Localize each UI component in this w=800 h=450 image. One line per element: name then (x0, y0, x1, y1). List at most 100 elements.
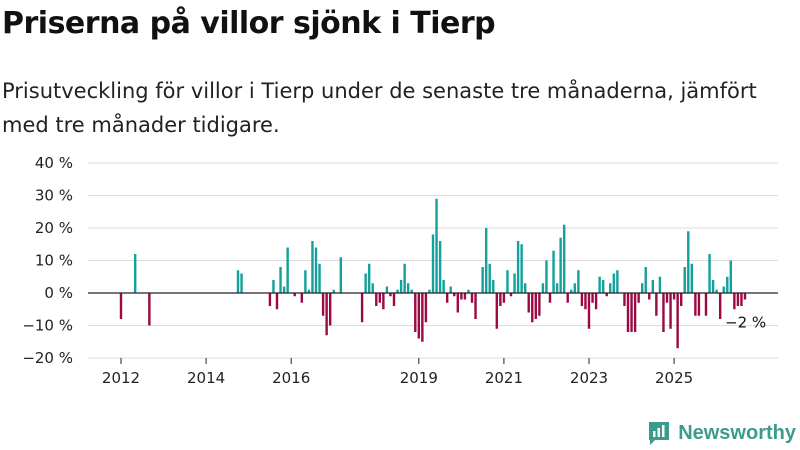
bar (697, 293, 701, 316)
bar (385, 286, 389, 293)
newsworthy-logo-icon (649, 422, 670, 445)
y-tick-label: 0 % (44, 284, 73, 302)
bar (601, 280, 605, 293)
y-tick-label: −10 % (22, 317, 73, 335)
bar (428, 289, 431, 293)
bar (669, 293, 672, 329)
bar (531, 293, 534, 323)
bar (364, 273, 367, 293)
bar (527, 293, 530, 313)
bar (584, 293, 587, 310)
bar (690, 263, 694, 293)
bar (321, 293, 325, 316)
x-axis: 2012 2014 2016 2019 2021 2023 2025 (102, 358, 693, 387)
bar (406, 283, 410, 293)
bar (332, 289, 335, 293)
bar (598, 276, 601, 293)
bar (626, 293, 630, 332)
bar (655, 293, 658, 316)
x-tick-label: 2012 (102, 369, 140, 387)
bar (616, 270, 619, 293)
bar (311, 241, 314, 293)
bar (474, 293, 477, 319)
bar (378, 293, 382, 303)
bar (399, 280, 403, 293)
y-axis-labels: −20 % −10 % 0 % 10 % 20 % 30 % 40 % (22, 154, 73, 367)
bar (672, 293, 676, 300)
bar (236, 270, 240, 293)
bar (453, 293, 456, 297)
bar (431, 234, 435, 293)
bar (573, 283, 577, 293)
chart-subtitle: Prisutveckling för villor i Tierp under … (2, 79, 757, 137)
bar (467, 289, 470, 293)
bar (594, 293, 598, 310)
bar (562, 224, 566, 293)
bar (495, 293, 499, 329)
bar (272, 280, 275, 293)
bar (679, 293, 683, 306)
bar (279, 267, 282, 293)
bar (623, 293, 626, 306)
bar (506, 270, 509, 293)
bar (633, 293, 637, 332)
bar (445, 293, 449, 303)
bar (722, 286, 725, 293)
x-tick-label: 2019 (400, 369, 438, 387)
bar (488, 263, 491, 293)
bars (119, 198, 747, 349)
bar (318, 263, 321, 293)
bar (286, 247, 289, 293)
bar (609, 283, 612, 293)
bar (736, 293, 740, 306)
bar (665, 293, 669, 303)
bar (516, 241, 520, 293)
bar (630, 293, 633, 332)
bar (538, 293, 541, 316)
bar (325, 293, 328, 336)
y-tick-label: 40 % (35, 154, 73, 172)
bar (729, 260, 733, 293)
bar-chart: −20 %−10 %0 %10 %20 %30 %40 % 2012 2014 20… (22, 154, 778, 387)
x-tick-label: 2016 (272, 369, 310, 387)
bar (726, 276, 729, 293)
bar (687, 231, 690, 293)
bar (676, 293, 679, 349)
bar (421, 293, 424, 342)
bar (424, 293, 428, 323)
bar (389, 293, 392, 297)
bar (492, 280, 495, 293)
bar (708, 254, 711, 293)
bar (460, 293, 463, 300)
bar (662, 293, 665, 332)
x-tick-label: 2021 (485, 369, 523, 387)
bar (566, 293, 569, 303)
bar (715, 289, 718, 293)
bar (314, 247, 318, 293)
bar (509, 293, 513, 297)
y-tick-label: 20 % (35, 219, 73, 237)
bar (548, 293, 552, 303)
y-tick-label: −20 % (22, 349, 73, 367)
bar (371, 283, 374, 293)
bar (555, 283, 559, 293)
bar (435, 198, 438, 293)
bar (740, 293, 743, 306)
bar (300, 293, 304, 303)
bar (718, 293, 722, 319)
bar (360, 293, 364, 323)
bar (339, 257, 343, 293)
bar (463, 293, 467, 300)
bar (552, 250, 555, 293)
bar (304, 270, 307, 293)
bar (743, 293, 747, 300)
bar (545, 260, 548, 293)
bar (382, 293, 385, 310)
bar (648, 293, 651, 300)
bar (651, 280, 655, 293)
latest-value-label: −2 % (725, 314, 766, 332)
bar (683, 267, 686, 293)
bar (396, 289, 399, 293)
bar (367, 263, 371, 293)
bar (481, 267, 484, 293)
